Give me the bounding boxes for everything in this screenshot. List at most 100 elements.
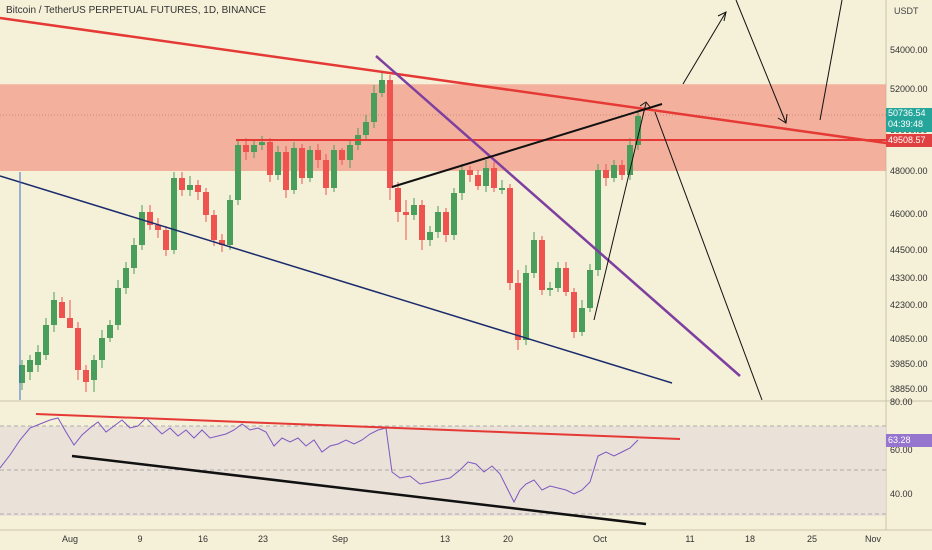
projection-arrow [735,0,787,124]
rsi-axis-ticks: 80.00 60.00 40.00 [890,397,913,499]
candle-body [59,302,65,318]
candle-body [483,168,489,186]
time-tick-label: 9 [137,534,142,544]
chart-title: Bitcoin / TetherUS PERPETUAL FUTURES, 1D… [6,5,267,16]
candle-body [187,185,193,190]
candle-body [619,165,625,175]
candle-body [219,240,225,245]
candle-body [371,93,377,122]
candle-body [403,212,409,215]
candle-body [547,288,553,290]
price-axis-ticks: 54000.0052000.0050000.0048000.0046000.00… [890,45,928,394]
price-tick-label: 43300.00 [890,273,928,283]
projection-arrow [654,111,763,401]
candle-body [123,268,129,288]
price-tick-label: 42300.00 [890,300,928,310]
descending-resistance-line [0,16,887,145]
candle-body [555,268,561,288]
candle-body [139,212,145,245]
currency-unit: USDT [894,6,919,16]
candle-body [459,170,465,193]
candle-body [179,178,185,190]
rsi-value-tag: 63.28 [886,434,932,447]
time-tick-label: Aug [62,534,78,544]
candle-body [243,145,249,152]
candle-body [331,150,337,188]
candle-body [387,80,393,188]
current-price-value: 50736.54 [888,108,926,118]
rsi-tick-label: 40.00 [890,489,913,499]
arrow-head [639,101,651,108]
candle-body [563,268,569,292]
candle-body [539,240,545,290]
candle-body [291,148,297,190]
price-tick-label: 39850.00 [890,359,928,369]
price-pane-bg [0,0,886,400]
time-axis-labels: Aug 9 16 23 Sep 13 20 Oct 11 18 25 Nov [62,534,882,544]
candle-body [347,145,353,160]
candle-body [395,188,401,212]
candle-body [107,325,113,338]
candle-body [507,188,513,283]
time-tick-label: 11 [685,534,694,544]
time-tick-label: 23 [258,534,268,544]
candle-body [587,270,593,308]
ascending-channel-line [391,103,663,188]
bar-countdown: 04:39:48 [888,119,924,129]
candle-body [307,150,313,178]
resistance-zone [0,84,886,171]
candle-body [323,160,329,188]
candle-body [427,232,433,240]
projection-arrow [593,102,647,321]
candle-body [147,212,153,225]
candle-body [195,185,201,192]
candle-body [531,240,537,273]
candle-body [499,188,505,190]
candle-body [627,145,633,175]
candle-body [75,328,81,370]
candle-body [467,170,473,175]
price-tick-label: 52000.00 [890,84,928,94]
projection-arrow [819,0,843,121]
candle-body [491,168,497,188]
time-tick-label: Nov [865,534,882,544]
price-tick-label: 44500.00 [890,245,928,255]
rsi-support-line [71,454,647,526]
candle-body [19,365,25,383]
candle-body [91,360,97,380]
candle-body [451,193,457,235]
candle-body [35,352,41,365]
projection-arrow [682,11,727,85]
rsi-band [0,426,886,516]
time-tick-label: Sep [332,534,348,544]
candle-body [83,370,89,382]
time-tick-label: Oct [593,534,608,544]
candle-body [411,205,417,215]
candle-body [235,145,241,200]
candle-body [475,175,481,186]
descending-support-line [0,175,673,384]
candle-body [283,152,289,190]
candle-body [595,170,601,270]
candle-body [299,148,305,178]
candle-body [339,150,345,160]
purple-trendline [375,55,741,377]
rsi-line [0,417,639,504]
candle-body [435,212,441,232]
candle-body [275,152,281,175]
rsi-tick-label: 80.00 [890,397,913,407]
candle-body [67,318,73,328]
price-tick-label: 54000.00 [890,45,928,55]
candle-body [171,178,177,250]
candle-body [363,122,369,135]
candle-body [51,300,57,325]
time-tick-label: 25 [807,534,817,544]
candle-body [43,325,49,355]
candle-body [315,150,321,160]
candle-body [603,170,609,178]
candle-body [163,230,169,250]
candle-body [579,308,585,332]
rsi-tick-label: 60.00 [890,445,913,455]
